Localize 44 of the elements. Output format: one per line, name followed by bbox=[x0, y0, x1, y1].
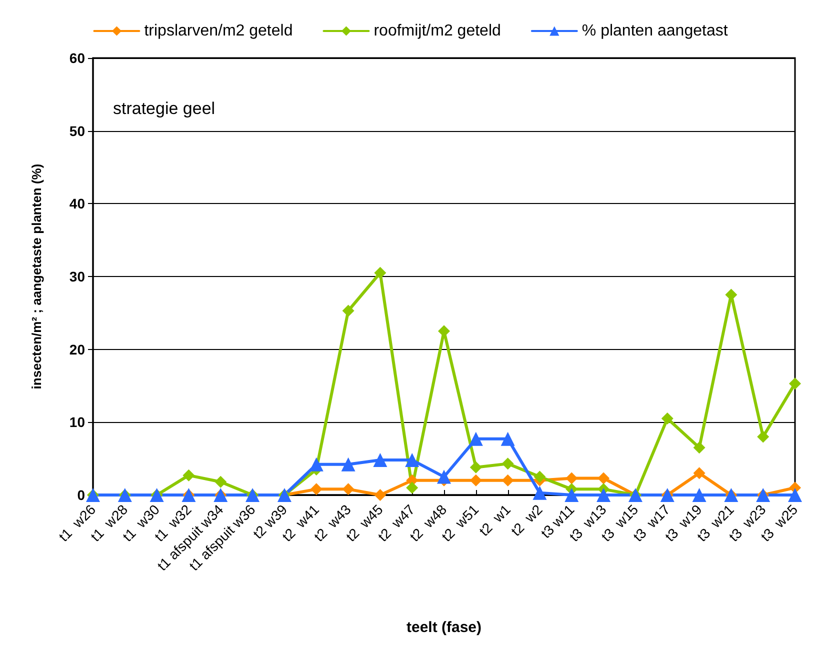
point bbox=[310, 483, 322, 496]
point bbox=[598, 472, 610, 484]
y-tick-label: 50 bbox=[69, 122, 86, 139]
point bbox=[788, 488, 802, 502]
point bbox=[470, 474, 482, 486]
point bbox=[468, 432, 483, 446]
y-axis-title: insecten/m² ; aangetaste planten (%) bbox=[29, 164, 44, 390]
point bbox=[502, 458, 514, 470]
point bbox=[373, 453, 388, 468]
point bbox=[757, 430, 770, 443]
point bbox=[341, 457, 356, 472]
point bbox=[566, 472, 578, 484]
x-axis-title: teelt (fase) bbox=[406, 619, 482, 636]
point bbox=[789, 378, 801, 390]
y-tick-label: 60 bbox=[69, 50, 86, 66]
point bbox=[405, 453, 420, 468]
point bbox=[182, 469, 195, 482]
point bbox=[214, 476, 227, 488]
point bbox=[661, 412, 674, 425]
point bbox=[374, 266, 386, 279]
y-tick-label: 30 bbox=[69, 268, 86, 284]
point bbox=[693, 442, 706, 454]
legend-label: % planten aangetast bbox=[582, 22, 728, 40]
annotation: strategie geel bbox=[113, 99, 216, 118]
point bbox=[309, 457, 324, 472]
point bbox=[532, 486, 547, 500]
point bbox=[596, 488, 611, 502]
legend-label: tripslarven/m2 geteld bbox=[144, 22, 293, 40]
point bbox=[500, 432, 515, 446]
point bbox=[692, 488, 706, 502]
point bbox=[502, 474, 514, 486]
point bbox=[342, 304, 354, 317]
point bbox=[406, 482, 418, 494]
point bbox=[470, 461, 482, 474]
y-tick-label: 0 bbox=[77, 487, 86, 503]
y-tick-label: 40 bbox=[69, 196, 86, 212]
y-tick-label: 20 bbox=[69, 341, 86, 358]
legend-label: roofmijt/m2 geteld bbox=[374, 22, 501, 40]
point bbox=[534, 470, 546, 483]
point bbox=[564, 488, 579, 502]
point bbox=[374, 489, 386, 501]
y-tick-label: 10 bbox=[69, 414, 86, 430]
point bbox=[693, 467, 706, 480]
point bbox=[342, 483, 354, 496]
